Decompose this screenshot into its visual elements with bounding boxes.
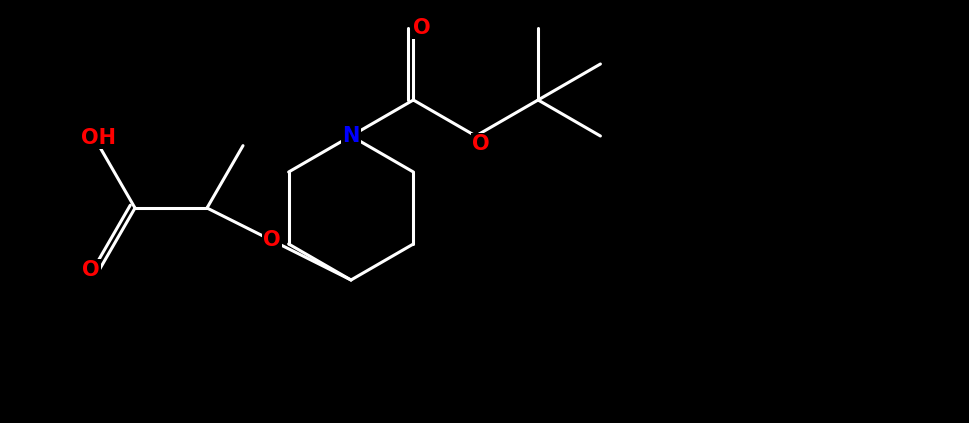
Text: O: O [413, 18, 430, 38]
Text: N: N [342, 126, 359, 146]
Text: O: O [472, 134, 489, 154]
Text: O: O [82, 260, 100, 280]
Text: OH: OH [81, 128, 116, 148]
Text: O: O [263, 231, 281, 250]
